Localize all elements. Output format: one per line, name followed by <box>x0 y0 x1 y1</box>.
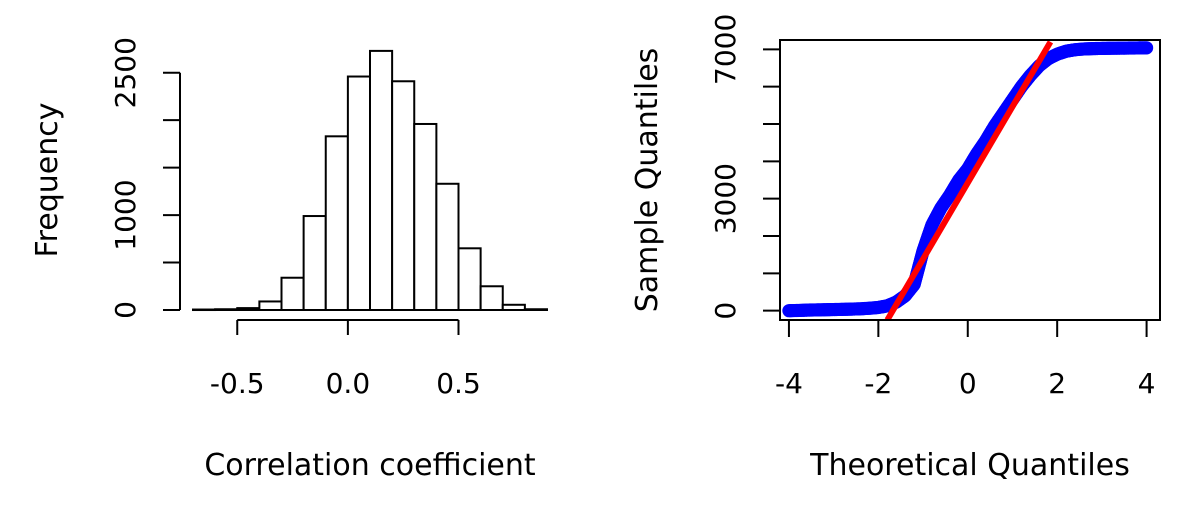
qq-point <box>1139 41 1154 55</box>
histogram-y-axis-title: Frequency <box>30 103 65 258</box>
qq-x-tick-label: -2 <box>864 367 892 400</box>
qq-x-ticks: -4 -2 0 2 4 <box>775 319 1156 400</box>
histogram-y-tick-label: 0 <box>109 301 142 319</box>
histogram-bar-9 <box>391 80 416 311</box>
histogram-bar-6 <box>324 135 349 311</box>
qq-x-tick-label: -4 <box>775 367 803 400</box>
qq-y-tick-label: 7000 <box>709 14 742 85</box>
histogram-bar-0 <box>192 308 217 312</box>
histogram-x-tick-label: 0.0 <box>326 367 371 400</box>
qq-x-tick-label: 2 <box>1048 367 1066 400</box>
qq-y-axis-title: Sample Quantiles <box>630 48 665 313</box>
qq-reference-line <box>884 41 1054 319</box>
qq-x-tick-label: 0 <box>959 367 977 400</box>
histogram-y-ticks: 0 1000 2500 <box>109 37 180 319</box>
histogram-panel: -0.5 0.0 0.5 0 1000 2500 Correlation coeffic… <box>30 37 548 483</box>
histogram-y-tick-label: 2500 <box>109 37 142 108</box>
histogram-bar-7 <box>346 75 371 311</box>
histogram-bar-14 <box>501 303 526 311</box>
histogram-bar-11 <box>435 182 460 311</box>
histogram-bar-13 <box>479 285 504 312</box>
histogram-bar-1 <box>214 308 239 311</box>
histogram-x-tick-label: -0.5 <box>210 367 265 400</box>
qq-y-ticks: 0 3000 7000 <box>709 14 781 320</box>
histogram-y-tick-label: 1000 <box>109 179 142 250</box>
histogram-x-tick-label: 0.5 <box>436 367 481 400</box>
histogram-bar-12 <box>457 247 482 312</box>
histogram-x-ticks: -0.5 0.0 0.5 <box>210 320 481 400</box>
qq-y-tick-label: 3000 <box>709 163 742 234</box>
histogram-bar-15 <box>523 308 548 311</box>
qq-x-tick-label: 4 <box>1138 367 1156 400</box>
histogram-bars <box>192 49 548 312</box>
histogram-x-axis-title: Correlation coefficient <box>204 448 536 483</box>
histogram-bar-4 <box>280 276 305 311</box>
histogram-bar-2 <box>236 307 261 311</box>
qq-x-axis-title: Theoretical Quantiles <box>809 448 1130 483</box>
histogram-bar-5 <box>302 215 327 311</box>
qq-plot-area <box>782 41 1154 319</box>
qq-y-tick-label: 0 <box>709 302 742 320</box>
histogram-bar-3 <box>258 300 283 312</box>
histogram-bar-10 <box>413 122 438 311</box>
histogram-bar-8 <box>369 49 394 311</box>
